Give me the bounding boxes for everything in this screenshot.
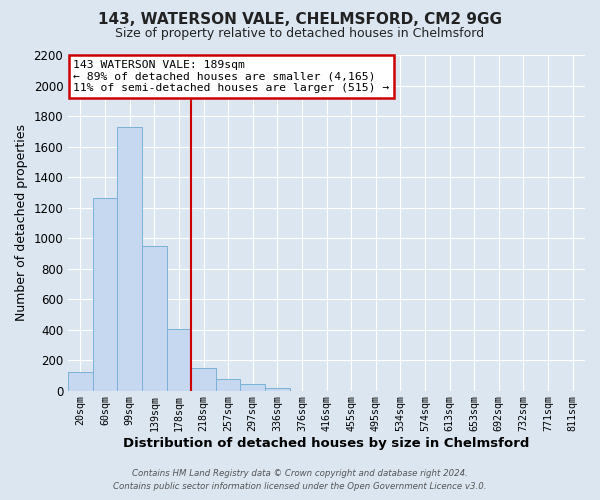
Text: Contains HM Land Registry data © Crown copyright and database right 2024.
Contai: Contains HM Land Registry data © Crown c… [113, 469, 487, 491]
Bar [142, 246, 167, 390]
Text: 143 WATERSON VALE: 189sqm
← 89% of detached houses are smaller (4,165)
11% of se: 143 WATERSON VALE: 189sqm ← 89% of detac… [73, 60, 389, 93]
X-axis label: Distribution of detached houses by size in Chelmsford: Distribution of detached houses by size … [124, 437, 530, 450]
Text: 143, WATERSON VALE, CHELMSFORD, CM2 9GG: 143, WATERSON VALE, CHELMSFORD, CM2 9GG [98, 12, 502, 28]
Bar [118, 126, 142, 390]
Bar [167, 329, 191, 390]
Bar [191, 368, 216, 390]
Bar [265, 388, 290, 390]
Y-axis label: Number of detached properties: Number of detached properties [15, 124, 28, 322]
Bar [216, 379, 241, 390]
Bar [93, 198, 118, 390]
Bar [241, 384, 265, 390]
Text: Size of property relative to detached houses in Chelmsford: Size of property relative to detached ho… [115, 28, 485, 40]
Bar [68, 372, 93, 390]
